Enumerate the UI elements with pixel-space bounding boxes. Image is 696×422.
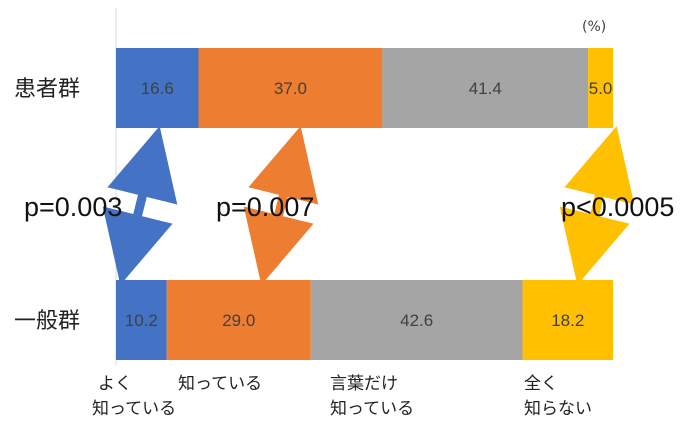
p-value-label: p=0.003 [24,192,122,222]
comparison-arrow [243,126,319,285]
comparison-arrows: p=0.003 p=0.007 p<0.0005 [24,126,674,285]
data-label: 5.0 [589,79,613,98]
comparison-arrow [559,126,635,285]
bar-segment [166,280,311,360]
category-label: 知っている [92,399,176,419]
bar-segment [116,48,199,128]
p-value-label: p=0.007 [216,192,314,222]
category-label: 言葉だけ [330,374,398,394]
category-label: 知っている [330,399,414,419]
group-label: 患者群 [14,77,80,102]
bar-segment [522,280,613,360]
data-label: 41.4 [469,79,502,98]
p-value-label: p<0.0005 [561,192,674,222]
data-label: 16.6 [141,79,174,98]
bar-groups: 患者群 16.6 37.0 41.4 5.0 一般群 10.2 29.0 42.6 18.2 [14,48,613,360]
data-label: 42.6 [400,311,433,330]
group-label: 一般群 [14,309,80,334]
bar-segment [198,48,383,128]
bar-segment [588,48,613,128]
category-label: よく [98,374,132,394]
bar-segment [116,280,167,360]
category-label: 知らない [524,399,592,419]
unit-label: (%) [582,19,606,35]
data-label: 29.0 [222,311,255,330]
category-label: 全く [524,374,558,394]
comparison-arrow [102,126,178,285]
category-label: 知っている [178,374,262,394]
bar-segment [310,280,523,360]
data-label: 18.2 [551,311,584,330]
data-label: 10.2 [125,311,158,330]
data-label: 37.0 [274,79,307,98]
bar-segment [382,48,589,128]
